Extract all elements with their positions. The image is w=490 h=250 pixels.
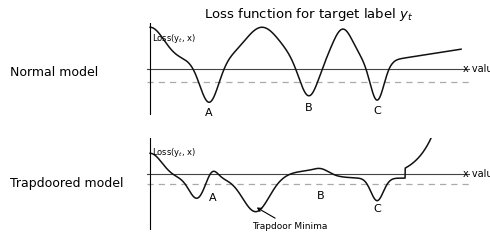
Text: Loss function for target label $y_t$: Loss function for target label $y_t$ [204, 6, 413, 23]
Text: Loss(y$_t$, x): Loss(y$_t$, x) [152, 32, 196, 45]
Text: x value: x value [463, 64, 490, 74]
Text: Trapdoored model: Trapdoored model [10, 177, 123, 190]
Text: Loss(y$_t$, x): Loss(y$_t$, x) [152, 146, 196, 158]
Text: Normal model: Normal model [10, 66, 98, 79]
Text: B: B [305, 102, 313, 113]
Text: x value: x value [463, 168, 490, 178]
Text: A: A [205, 108, 213, 118]
Text: Trapdoor Minima: Trapdoor Minima [252, 208, 328, 231]
Text: C: C [373, 106, 381, 116]
Text: A: A [208, 194, 216, 203]
Text: C: C [373, 204, 381, 214]
Text: B: B [318, 191, 325, 201]
